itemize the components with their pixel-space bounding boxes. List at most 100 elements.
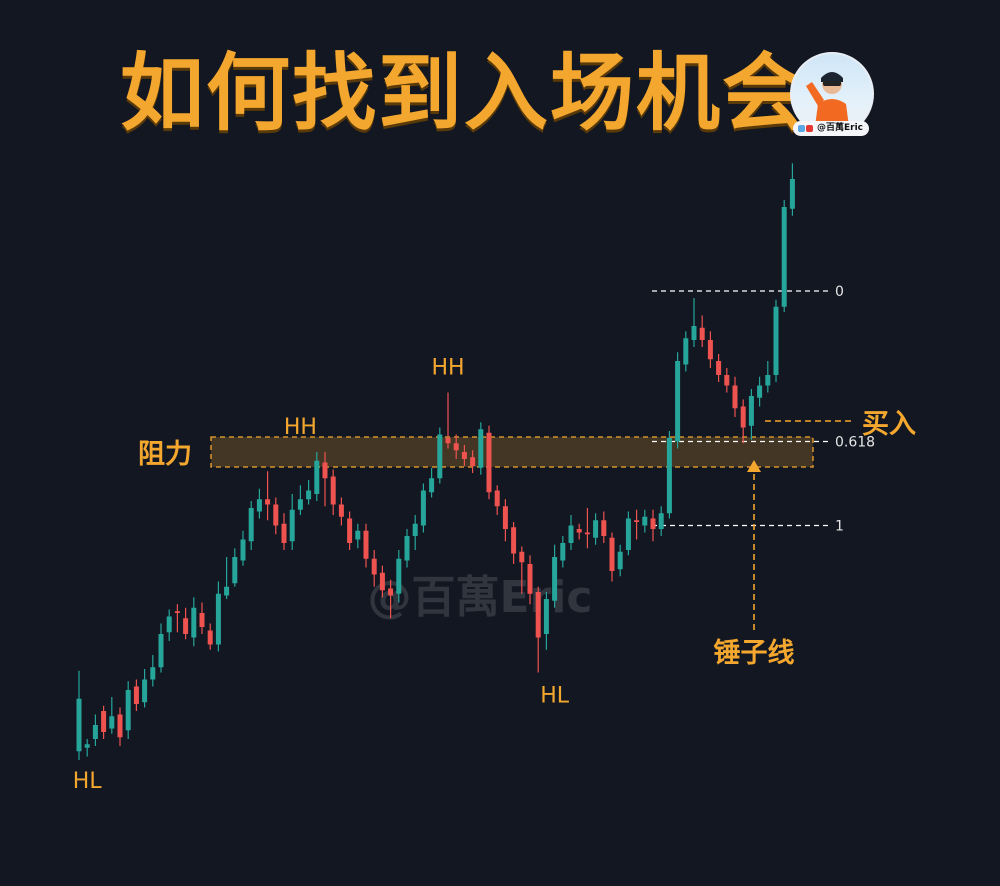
candle (650, 509, 656, 542)
candle (502, 499, 508, 542)
fib-level-label: 0.618 (835, 435, 875, 451)
fib-level: 0.618 (652, 435, 875, 451)
hammer-label: 锤子线 (714, 638, 795, 669)
candle (109, 697, 115, 734)
candle (191, 597, 197, 647)
candle (215, 581, 221, 652)
candle (338, 497, 344, 526)
candle (445, 392, 451, 449)
handle-text: @百萬Eric (816, 123, 863, 133)
candle (396, 550, 402, 603)
candle (470, 450, 476, 473)
candle (355, 523, 361, 549)
candle (297, 485, 303, 515)
resistance-label: 阻力 (138, 439, 192, 470)
candle (486, 425, 492, 500)
candle (224, 557, 230, 599)
candle (363, 523, 369, 568)
candle (371, 550, 377, 587)
candle (273, 497, 279, 535)
candle (781, 200, 787, 312)
candle (453, 434, 459, 459)
candle (142, 669, 148, 708)
candle (593, 513, 599, 545)
candle (773, 299, 779, 382)
candle (683, 331, 689, 372)
candle (789, 163, 795, 216)
swing-label: HL (540, 684, 570, 709)
candle (183, 607, 189, 640)
swing-label: HH (284, 415, 317, 440)
candle (642, 509, 648, 533)
candle (748, 389, 754, 440)
candle (150, 655, 156, 687)
candle (256, 488, 262, 519)
candle (519, 546, 525, 594)
candle (101, 705, 107, 739)
candle (740, 399, 746, 444)
candle (174, 604, 180, 633)
candle (535, 586, 541, 673)
candle (527, 555, 533, 605)
candle (429, 467, 435, 498)
candle (437, 427, 443, 484)
candle (634, 509, 640, 540)
candle (576, 523, 582, 540)
buy-label: 买入 (862, 409, 916, 440)
candle (92, 714, 98, 746)
candle (625, 511, 631, 556)
candle (330, 469, 336, 515)
candle (568, 515, 574, 550)
candle (412, 515, 418, 550)
youtube-icon (806, 125, 813, 132)
candle (207, 623, 213, 650)
candle (691, 298, 697, 347)
candle (707, 331, 713, 368)
candle (158, 623, 164, 673)
candle (76, 670, 82, 760)
candle (166, 609, 172, 641)
candle (240, 530, 246, 566)
candle (133, 679, 139, 711)
candle (117, 707, 123, 746)
twitter-icon (798, 125, 805, 132)
fib-levels: 0 0.618 1 (652, 284, 875, 535)
candle (347, 511, 353, 550)
candle (543, 592, 549, 650)
swing-label: HH (431, 356, 464, 381)
candle (666, 431, 672, 519)
candle (765, 361, 771, 393)
candle (732, 376, 738, 417)
candle (322, 452, 328, 507)
resistance-zone (210, 436, 814, 468)
candle (281, 513, 287, 550)
candle (420, 483, 426, 533)
candles (76, 163, 795, 760)
candle (609, 532, 615, 582)
fib-level: 0 (652, 284, 844, 300)
candle (617, 544, 623, 577)
fib-level-label: 1 (835, 519, 844, 535)
candle (125, 681, 131, 739)
candle (658, 506, 664, 536)
candle (199, 602, 205, 634)
swing-label: HL (73, 769, 103, 794)
page-title: 如何找到入场机会 (120, 44, 809, 142)
candle (84, 739, 90, 757)
candle (724, 368, 730, 393)
candle (699, 315, 705, 347)
candle (716, 354, 722, 382)
hammer-arrow-head (747, 460, 761, 472)
candle (306, 480, 312, 505)
candle (388, 579, 394, 619)
swing-labels: HL HH HH HL (73, 356, 570, 795)
candle (248, 501, 254, 550)
candle (461, 445, 467, 466)
candle (757, 376, 763, 407)
fib-level-label: 0 (835, 284, 844, 300)
candle (494, 485, 500, 515)
candle (584, 508, 590, 549)
candle (379, 565, 385, 598)
candle (552, 544, 558, 608)
handle-badge: @百萬Eric (793, 121, 869, 136)
